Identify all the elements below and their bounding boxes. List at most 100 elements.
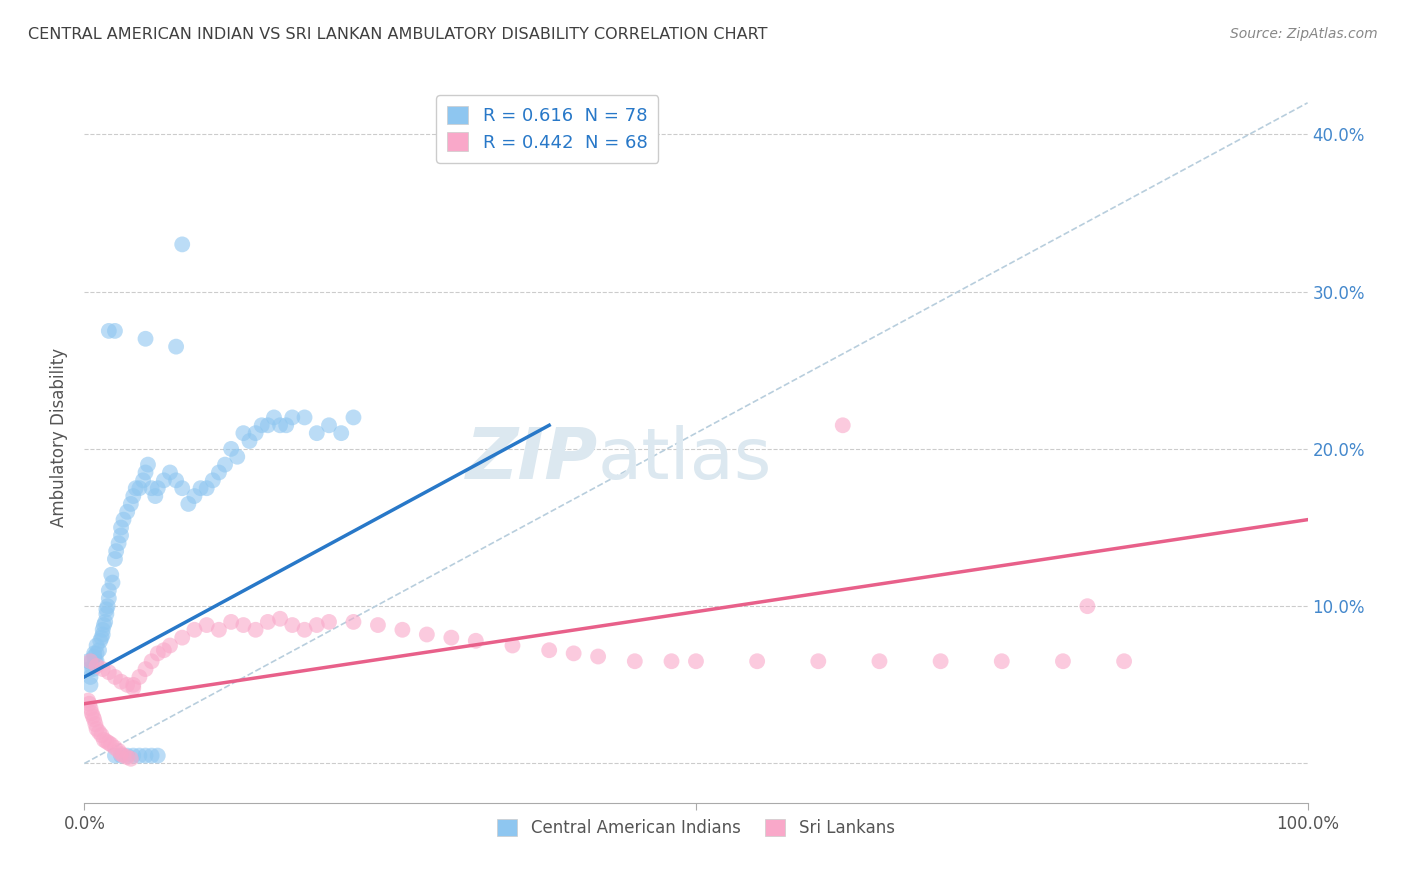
Point bbox=[128, 670, 150, 684]
Point bbox=[105, 544, 128, 558]
Point bbox=[128, 748, 150, 763]
Point bbox=[86, 659, 108, 673]
Point bbox=[141, 654, 163, 668]
Point bbox=[195, 618, 218, 632]
Point bbox=[318, 615, 340, 629]
Point bbox=[232, 618, 254, 632]
Point bbox=[586, 649, 609, 664]
Point bbox=[219, 442, 242, 456]
Point bbox=[342, 615, 364, 629]
Point bbox=[100, 738, 122, 752]
Point bbox=[101, 575, 124, 590]
Point bbox=[86, 654, 108, 668]
Point bbox=[201, 473, 224, 487]
Point bbox=[232, 426, 254, 441]
Point bbox=[77, 693, 100, 707]
Point bbox=[929, 654, 952, 668]
Point bbox=[391, 623, 413, 637]
Point bbox=[624, 654, 647, 668]
Point bbox=[1114, 654, 1136, 668]
Point bbox=[263, 410, 285, 425]
Point bbox=[83, 646, 105, 660]
Point bbox=[82, 709, 104, 723]
Point bbox=[89, 633, 111, 648]
Point bbox=[208, 466, 231, 480]
Point bbox=[86, 722, 108, 736]
Point bbox=[87, 643, 110, 657]
Point bbox=[135, 466, 157, 480]
Point bbox=[172, 631, 194, 645]
Point bbox=[250, 418, 273, 433]
Point bbox=[318, 418, 340, 433]
Point bbox=[172, 481, 194, 495]
Point bbox=[831, 418, 853, 433]
Point bbox=[110, 747, 132, 761]
Legend: Central American Indians, Sri Lankans: Central American Indians, Sri Lankans bbox=[489, 811, 903, 846]
Point bbox=[91, 627, 114, 641]
Point bbox=[104, 748, 127, 763]
Point bbox=[440, 631, 463, 645]
Point bbox=[84, 717, 107, 731]
Point bbox=[84, 654, 107, 668]
Point bbox=[77, 662, 100, 676]
Text: atlas: atlas bbox=[598, 425, 772, 493]
Point bbox=[104, 740, 127, 755]
Point bbox=[269, 418, 291, 433]
Point bbox=[367, 618, 389, 632]
Point bbox=[77, 654, 100, 668]
Point bbox=[146, 481, 169, 495]
Point bbox=[122, 681, 145, 695]
Point bbox=[153, 643, 176, 657]
Point bbox=[79, 654, 101, 668]
Point bbox=[91, 623, 114, 637]
Point bbox=[159, 466, 181, 480]
Point bbox=[100, 567, 122, 582]
Point bbox=[122, 489, 145, 503]
Point bbox=[991, 654, 1014, 668]
Point bbox=[104, 670, 127, 684]
Point bbox=[342, 410, 364, 425]
Point bbox=[165, 473, 187, 487]
Point bbox=[226, 450, 249, 464]
Point bbox=[305, 426, 328, 441]
Point bbox=[110, 520, 132, 534]
Point bbox=[86, 646, 108, 660]
Point bbox=[562, 646, 585, 660]
Point bbox=[96, 602, 118, 616]
Point bbox=[82, 662, 104, 676]
Point bbox=[294, 410, 316, 425]
Point bbox=[807, 654, 830, 668]
Point bbox=[93, 732, 115, 747]
Point bbox=[120, 752, 142, 766]
Point bbox=[97, 665, 120, 680]
Point bbox=[110, 674, 132, 689]
Point bbox=[330, 426, 353, 441]
Point bbox=[165, 340, 187, 354]
Y-axis label: Ambulatory Disability: Ambulatory Disability bbox=[51, 348, 69, 526]
Text: ZIP: ZIP bbox=[465, 425, 598, 493]
Point bbox=[281, 618, 304, 632]
Point bbox=[122, 748, 145, 763]
Point bbox=[747, 654, 769, 668]
Point bbox=[115, 505, 138, 519]
Point bbox=[153, 473, 176, 487]
Point bbox=[91, 662, 114, 676]
Point bbox=[214, 458, 236, 472]
Point bbox=[80, 654, 103, 668]
Point bbox=[269, 612, 291, 626]
Point bbox=[132, 473, 155, 487]
Point bbox=[104, 552, 127, 566]
Point bbox=[90, 631, 112, 645]
Point bbox=[94, 615, 117, 629]
Point bbox=[115, 748, 138, 763]
Point bbox=[135, 748, 157, 763]
Point bbox=[1076, 599, 1098, 614]
Point bbox=[107, 536, 129, 550]
Point bbox=[281, 410, 304, 425]
Point bbox=[112, 748, 135, 763]
Point bbox=[104, 324, 127, 338]
Point bbox=[146, 646, 169, 660]
Point bbox=[128, 481, 150, 495]
Point bbox=[96, 607, 118, 621]
Point bbox=[97, 583, 120, 598]
